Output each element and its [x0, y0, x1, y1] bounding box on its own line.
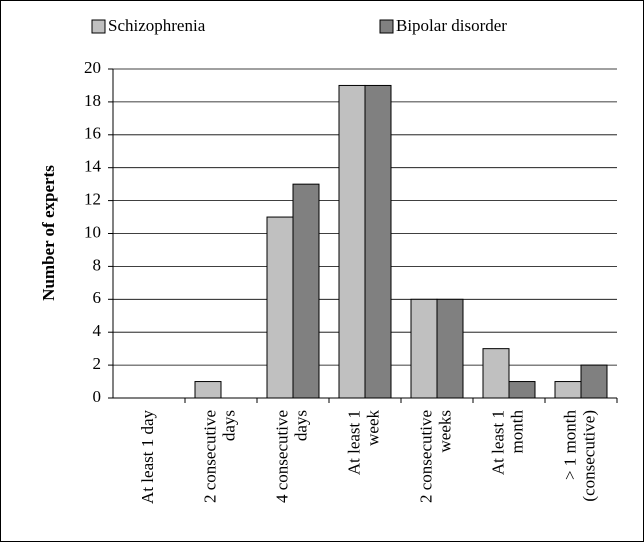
y-tick-label: 8	[93, 255, 102, 274]
x-tick-label: At least 1 day	[138, 410, 157, 504]
y-tick-label: 18	[84, 91, 101, 110]
x-tick-label: At least 1week	[344, 410, 382, 476]
bar	[338, 84, 366, 399]
bar	[266, 216, 294, 399]
y-tick-label: 12	[84, 190, 101, 209]
legend-label: Bipolar disorder	[396, 16, 507, 35]
y-axis-title: Number of experts	[39, 165, 58, 301]
y-tick-label: 16	[84, 124, 101, 143]
bar	[436, 298, 464, 399]
y-tick-label: 6	[93, 288, 102, 307]
x-tick-label: At least 1month	[488, 410, 526, 476]
bar	[194, 381, 222, 399]
x-tick-label: > 1 month(consecutive)	[560, 410, 598, 502]
legend-swatch	[379, 19, 394, 34]
bar	[554, 381, 582, 399]
x-tick-label: 2 consecutivedays	[200, 410, 238, 503]
x-tick-label: 2 consecutiveweeks	[416, 410, 454, 503]
bar	[292, 183, 320, 399]
bar	[482, 348, 510, 399]
bar	[580, 364, 608, 399]
y-tick-label: 10	[84, 222, 101, 241]
bar	[364, 84, 392, 399]
bar	[508, 381, 536, 399]
legend-swatch	[91, 19, 106, 34]
x-tick-label: 4 consecutivedays	[272, 410, 310, 503]
y-tick-label: 0	[93, 387, 102, 406]
y-tick-label: 14	[84, 157, 102, 176]
y-tick-label: 2	[93, 354, 102, 373]
y-tick-label: 20	[84, 58, 101, 77]
legend-label: Schizophrenia	[108, 16, 206, 35]
y-tick-label: 4	[93, 321, 102, 340]
bar	[410, 298, 438, 399]
